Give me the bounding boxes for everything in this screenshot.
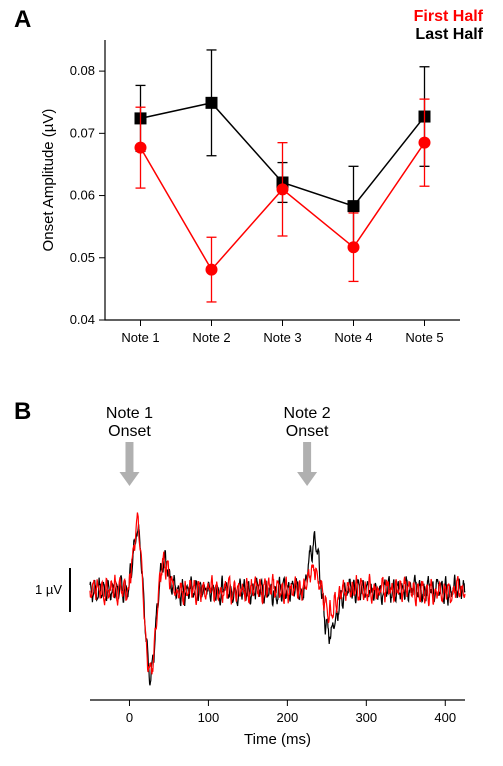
svg-text:Note 1: Note 1 (121, 330, 159, 345)
svg-text:Note 1: Note 1 (106, 405, 153, 422)
svg-text:0: 0 (126, 710, 133, 725)
chart-b: 0100200300400Time (ms)0.1 µVNote 1OnsetN… (35, 400, 475, 750)
svg-text:Onset: Onset (108, 423, 151, 440)
svg-text:0.04: 0.04 (70, 312, 95, 327)
svg-text:100: 100 (198, 710, 220, 725)
svg-text:Note 5: Note 5 (405, 330, 443, 345)
svg-text:0.05: 0.05 (70, 250, 95, 265)
panel-a-label: A (14, 6, 31, 34)
svg-text:Onset Amplitude (µV): Onset Amplitude (µV) (40, 109, 57, 252)
svg-text:0.06: 0.06 (70, 188, 95, 203)
svg-text:Note 2: Note 2 (284, 405, 331, 422)
chart-a: 0.04 0.05 0.06 0.07 0.08 Note 1 Note 2 Note 3 No… (35, 30, 475, 360)
svg-text:0.07: 0.07 (70, 125, 95, 140)
svg-text:Note 4: Note 4 (334, 330, 372, 345)
svg-text:200: 200 (277, 710, 299, 725)
svg-text:Onset: Onset (286, 423, 329, 440)
svg-text:400: 400 (434, 710, 456, 725)
svg-text:0.1 µV: 0.1 µV (35, 582, 62, 597)
legend-first-half: First Half (414, 8, 483, 26)
svg-text:Note 3: Note 3 (263, 330, 301, 345)
svg-text:300: 300 (355, 710, 377, 725)
svg-text:Time (ms): Time (ms) (244, 731, 311, 748)
panel-b-label: B (14, 398, 31, 426)
svg-text:0.08: 0.08 (70, 63, 95, 78)
svg-text:Note 2: Note 2 (192, 330, 230, 345)
